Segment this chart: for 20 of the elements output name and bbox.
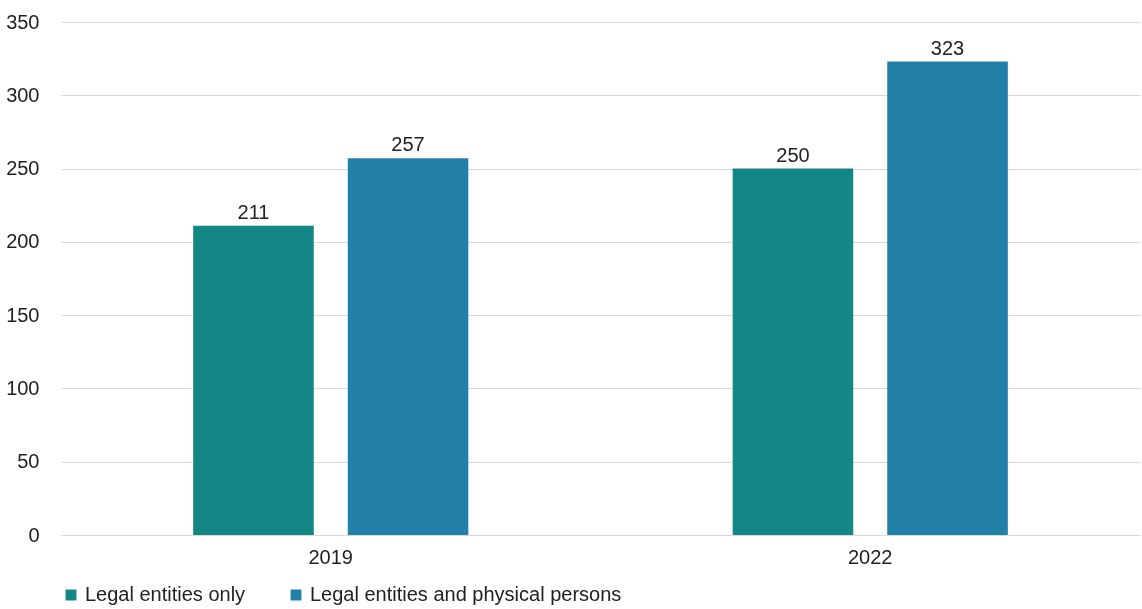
y-tick-label: 100 (6, 376, 40, 399)
legend-label: Legal entities only (85, 583, 246, 605)
y-tick-label: 300 (6, 83, 40, 106)
x-tick-label: 2019 (308, 545, 353, 568)
y-tick-label: 50 (17, 450, 40, 473)
y-tick-label: 200 (6, 230, 40, 253)
y-tick-label: 250 (6, 157, 40, 180)
legend-label: Legal entities and physical persons (310, 583, 622, 605)
data-label: 250 (776, 143, 810, 166)
data-label: 257 (391, 133, 425, 156)
y-tick-label: 150 (6, 303, 40, 326)
bar (887, 61, 1008, 535)
y-tick-label: 350 (6, 10, 40, 33)
data-label: 211 (237, 200, 270, 223)
bar (732, 168, 854, 535)
bar (347, 158, 469, 535)
x-tick-label: 2022 (848, 545, 893, 568)
y-tick-label: 0 (28, 523, 40, 546)
data-label: 323 (930, 36, 965, 59)
bar (193, 225, 314, 535)
